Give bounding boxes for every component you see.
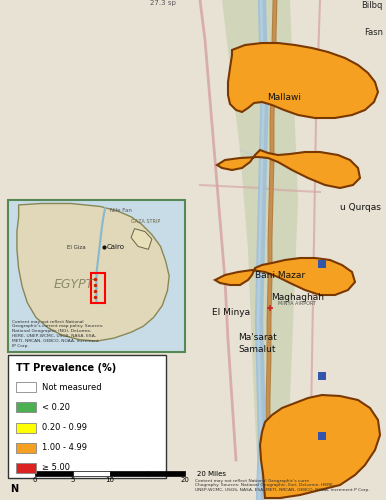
Text: Mallawi: Mallawi xyxy=(267,93,301,102)
Text: 20: 20 xyxy=(181,477,190,483)
Bar xyxy=(147,471,185,476)
Bar xyxy=(73,471,110,476)
Polygon shape xyxy=(228,43,378,118)
Polygon shape xyxy=(260,395,380,498)
Text: Cairo: Cairo xyxy=(107,244,125,250)
Polygon shape xyxy=(215,258,355,295)
Text: 5: 5 xyxy=(70,477,74,483)
Text: Nile Fan: Nile Fan xyxy=(110,208,132,214)
Text: 10: 10 xyxy=(105,477,115,483)
Text: Fasn: Fasn xyxy=(364,28,383,37)
Text: 0: 0 xyxy=(33,477,37,483)
Text: Bilbq: Bilbq xyxy=(362,1,383,10)
Text: EGYPT: EGYPT xyxy=(53,278,93,291)
Bar xyxy=(16,442,36,452)
Polygon shape xyxy=(222,0,298,500)
Text: N: N xyxy=(10,484,18,494)
Text: Maghaghah: Maghaghah xyxy=(271,293,325,302)
Text: u Qurqas: u Qurqas xyxy=(340,203,381,212)
Text: MINYA AIRPORT: MINYA AIRPORT xyxy=(278,301,316,306)
Text: 0.20 - 0.99: 0.20 - 0.99 xyxy=(42,423,87,432)
Bar xyxy=(8,200,185,352)
Bar xyxy=(16,402,36,412)
Polygon shape xyxy=(17,204,169,341)
Text: TT Prevalence (%): TT Prevalence (%) xyxy=(16,363,116,373)
Text: 1.00 - 4.99: 1.00 - 4.99 xyxy=(42,443,87,452)
Text: < 0.20: < 0.20 xyxy=(42,403,70,412)
Bar xyxy=(318,260,326,268)
Text: Content may not reflect National Geographic's curre
Chography. Sources: National: Content may not reflect National Geograp… xyxy=(195,479,370,492)
Bar xyxy=(16,463,36,473)
Text: Samalut: Samalut xyxy=(238,345,276,354)
Text: El Giza: El Giza xyxy=(68,246,86,250)
Bar xyxy=(16,422,36,432)
Text: 20 Miles: 20 Miles xyxy=(197,471,226,477)
Text: El Minya: El Minya xyxy=(212,308,250,317)
Bar xyxy=(16,382,36,392)
Text: ≥ 5.00: ≥ 5.00 xyxy=(42,464,70,472)
Bar xyxy=(91,273,105,302)
Text: 27.3 sp: 27.3 sp xyxy=(150,0,176,6)
Text: Bani Mazar: Bani Mazar xyxy=(255,271,305,280)
Text: GAZA STRIP: GAZA STRIP xyxy=(131,218,160,224)
Text: Ma'sarat: Ma'sarat xyxy=(238,333,277,342)
Bar xyxy=(318,372,326,380)
Bar xyxy=(8,355,166,478)
Bar xyxy=(35,471,73,476)
Text: Content may not reflect National
Geographic's current map policy. Sources:
Natio: Content may not reflect National Geograp… xyxy=(12,320,103,348)
Text: Not measured: Not measured xyxy=(42,382,102,392)
Polygon shape xyxy=(217,150,360,188)
Bar xyxy=(110,471,147,476)
Bar xyxy=(318,432,326,440)
Polygon shape xyxy=(131,228,152,250)
